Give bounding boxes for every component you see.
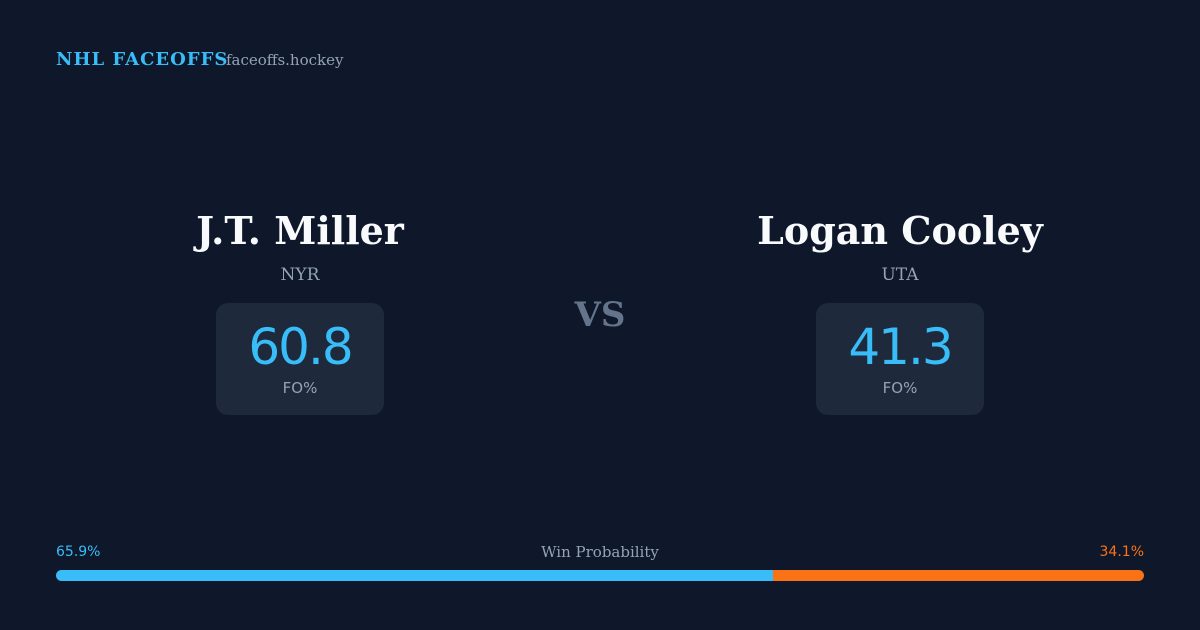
stat-card: 41.3 FO%	[816, 303, 984, 415]
stat-label: FO%	[282, 379, 318, 397]
player-right: Logan Cooley UTA 41.3 FO%	[650, 205, 1150, 415]
stat-value: 60.8	[248, 318, 353, 376]
stat-label: FO%	[882, 379, 918, 397]
win-prob-bar	[56, 570, 1144, 581]
win-prob-label: Win Probability	[541, 543, 659, 561]
win-pct-left: 65.9%	[56, 544, 101, 560]
bar-segment	[772, 570, 1144, 581]
stat-card: 60.8 FO%	[216, 303, 384, 415]
bar-segment	[56, 570, 773, 581]
player-team: NYR	[280, 265, 320, 285]
player-left: J.T. Miller NYR 60.8 FO%	[50, 205, 550, 415]
player-team: UTA	[881, 265, 919, 285]
stat-value: 41.3	[848, 318, 953, 376]
player-name: J.T. Miller	[196, 208, 404, 253]
brand-title: NHL FACEOFFS	[56, 49, 229, 70]
player-name: Logan Cooley	[757, 208, 1043, 253]
site-url: faceoffs.hockey	[226, 51, 344, 69]
win-pct-right: 34.1%	[1099, 544, 1144, 560]
vs-label: VS	[574, 295, 626, 335]
